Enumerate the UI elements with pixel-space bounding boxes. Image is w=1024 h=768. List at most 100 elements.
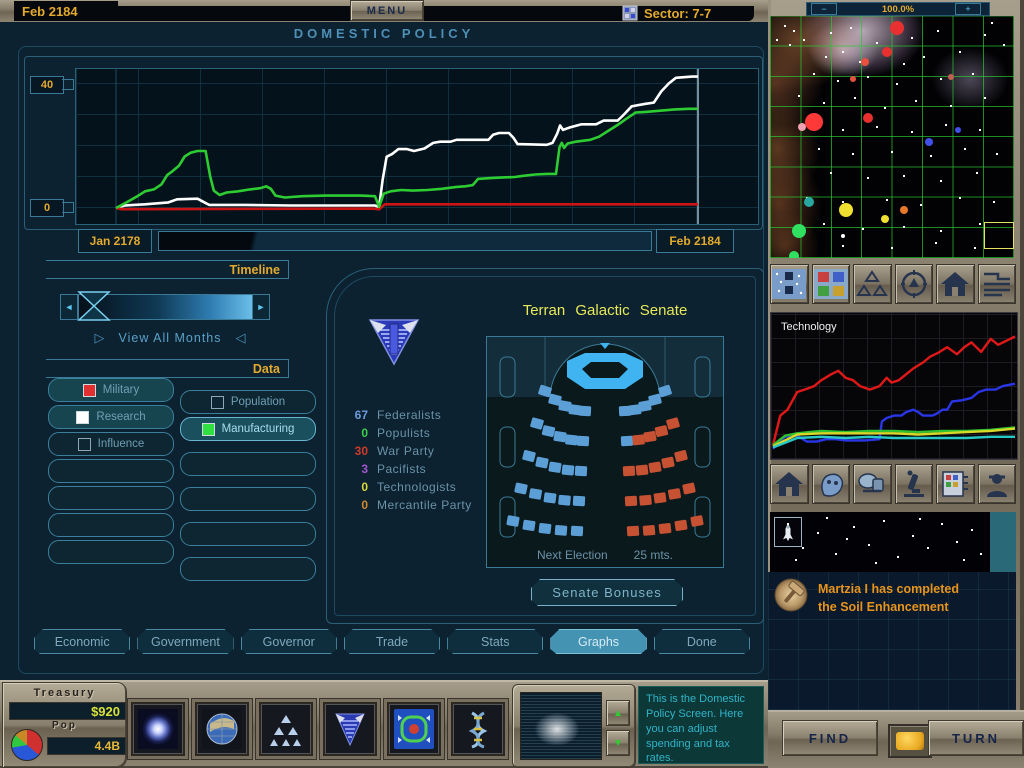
senate-seat [658,523,672,534]
minimap[interactable] [770,16,1014,258]
timeline-slider-handle[interactable] [76,290,112,322]
sector-grid-icon[interactable] [622,5,638,21]
minimap-object[interactable] [882,47,893,58]
advisor-screen [520,692,602,760]
stars-map-button[interactable] [770,264,809,304]
star [837,80,840,83]
data-toggle-empty-6[interactable] [48,540,174,564]
minimap-zoom-bar: − 100.0% + [806,2,990,16]
minimap-object[interactable] [862,112,873,123]
tab-governor[interactable]: Governor [241,629,337,654]
star [903,225,906,228]
tab-economic[interactable]: Economic [34,629,130,654]
sectors-map-button[interactable] [811,264,850,304]
domestic-icon [202,709,242,749]
chart-line-cyan [772,435,1015,449]
ship-thumbnail[interactable] [774,517,802,547]
view-prev-icon[interactable]: ▷ [94,330,105,345]
races-button[interactable] [811,464,850,504]
view-next-icon[interactable]: ◁ [235,330,246,345]
minimap-object[interactable] [838,202,853,217]
senate-seat [658,384,672,398]
fleet-screen-button[interactable] [259,702,313,756]
minimap-object[interactable] [804,113,823,132]
data-toggle-influence[interactable]: Influence [48,432,174,456]
help-up-button[interactable]: ▲ [606,700,630,726]
minimap-object[interactable] [947,73,954,80]
technology-graph[interactable]: Technology [770,312,1018,460]
tab-trade[interactable]: Trade [344,629,440,654]
data-toggle-manufacturing[interactable]: Manufacturing [180,417,316,441]
research-screen-button[interactable] [451,702,505,756]
star [826,517,829,519]
home-map-button[interactable] [936,264,975,304]
data-toggle-empty-3[interactable] [180,487,316,511]
y-min-tick [62,202,74,213]
timeline-right-arrow[interactable]: ► [252,294,270,320]
target-map-button[interactable] [894,264,933,304]
view-all-months-label[interactable]: View All Months [118,331,222,345]
shipyard-button[interactable] [853,464,892,504]
star [964,148,967,151]
minimap-object[interactable] [797,123,806,132]
minimap-object[interactable] [924,137,933,146]
range-start-box: Jan 2178 [78,229,152,253]
galaxy-screen-button[interactable] [131,702,185,756]
tab-stats[interactable]: Stats [447,629,543,654]
tab-government[interactable]: Government [137,629,233,654]
find-button[interactable]: FIND [782,720,878,756]
data-toggle-empty-3[interactable] [48,459,174,483]
y-min-label: 0 [43,202,51,214]
minimap-object[interactable] [954,126,961,133]
senate-seat [622,465,636,477]
home-button[interactable] [770,464,809,504]
minimap-object[interactable] [792,224,807,239]
data-toggle-empty-4[interactable] [48,486,174,510]
data-toggle-empty-5[interactable] [180,557,316,581]
zoom-out-button[interactable]: − [811,3,837,15]
data-toggle-empty-4[interactable] [180,522,316,546]
fleets-map-button[interactable] [853,264,892,304]
minimap-object[interactable] [789,250,800,258]
legend-map-button[interactable] [977,264,1016,304]
tab-done[interactable]: Done [654,629,750,654]
menu-button[interactable]: MENU [350,0,424,21]
senate-bonuses-button[interactable]: Senate Bonuses [531,579,683,606]
star [822,102,825,105]
star [903,63,906,66]
civilizations-screen-button[interactable] [323,702,377,756]
data-toggle-empty-2[interactable] [180,452,316,476]
minimap-object[interactable] [889,21,904,36]
star [956,541,958,543]
data-toggle-population[interactable]: Population [180,390,316,414]
domestic-screen-button[interactable] [195,702,249,756]
history-chart[interactable] [75,68,759,225]
zoom-in-button[interactable]: + [955,3,981,15]
timeline-left-arrow[interactable]: ◄ [60,294,78,320]
lab-button[interactable] [894,464,933,504]
news-text: Martzia I has completed the Soil Enhance… [818,580,1010,616]
minimap-object[interactable] [900,205,909,214]
turn-button[interactable]: TURN [928,720,1024,756]
timeline-header: Timeline [46,260,289,279]
stats-button[interactable] [936,464,975,504]
data-toggle-military[interactable]: Military [48,378,174,402]
minimap-viewport-box[interactable] [983,221,1014,250]
range-scrollbar[interactable] [158,231,652,251]
data-toggle-empty-5[interactable] [48,513,174,537]
timeline-slider-track[interactable] [78,294,254,320]
minimap-object[interactable] [841,234,846,239]
next-election-label: Next Election [536,548,608,562]
star [876,41,879,44]
help-down-button[interactable]: ▼ [606,730,630,756]
minimap-object[interactable] [849,75,856,82]
data-toggle-research[interactable]: Research [48,405,174,429]
colonies-screen-button[interactable] [387,702,441,756]
diplomat-button[interactable] [977,464,1016,504]
senate-seat [561,464,575,476]
minimap-object[interactable] [880,215,889,224]
minimap-object[interactable] [861,57,870,66]
tab-graphs[interactable]: Graphs [550,629,646,654]
senate-seat [578,405,592,417]
minimap-object[interactable] [804,197,815,208]
